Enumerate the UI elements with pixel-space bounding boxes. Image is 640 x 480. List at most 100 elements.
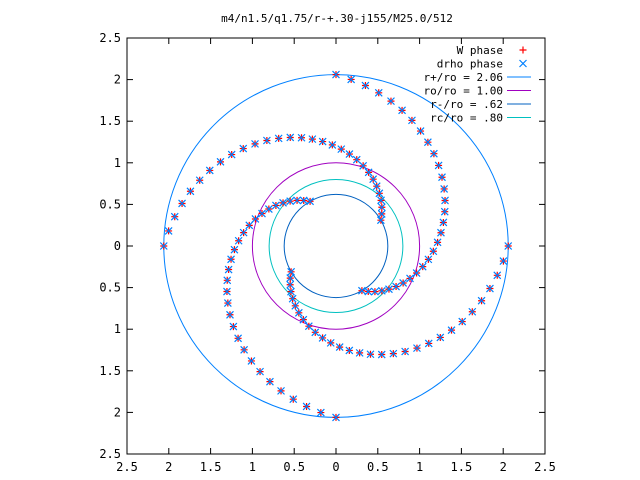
- drho-phase-point: [234, 334, 243, 343]
- drho-phase-point: [286, 197, 295, 206]
- legend-label: drho phase: [437, 58, 503, 71]
- legend-label: r+/ro = 2.06: [424, 71, 503, 84]
- drho-phase-point: [371, 287, 379, 296]
- drho-phase-point: [239, 144, 248, 153]
- drho-phase-point: [424, 339, 433, 348]
- x-tick-label: 0: [332, 460, 339, 474]
- drho-phase-point: [178, 199, 186, 208]
- drho-phase-point: [387, 97, 395, 106]
- drho-phase-point: [227, 255, 235, 264]
- reference-circle: [251, 162, 421, 330]
- legend-label: r-/ro = .62: [430, 98, 503, 111]
- drho-phase-point: [289, 395, 298, 404]
- y-tick-label: 2.5: [99, 447, 121, 461]
- drho-phase-point: [239, 228, 248, 237]
- drho-phase-point: [440, 185, 449, 193]
- drho-phase-point: [352, 155, 361, 164]
- drho-phase-point: [355, 348, 364, 357]
- drho-phase-point: [223, 276, 232, 285]
- drho-phase-point: [372, 182, 381, 191]
- y-tick-label: 0.5: [99, 281, 121, 295]
- drho-phase-point: [347, 75, 356, 84]
- drho-phase-point: [240, 345, 249, 354]
- drho-phase-point: [377, 203, 386, 212]
- drho-phase-point: [195, 176, 204, 185]
- x-tick-label: 1: [249, 460, 256, 474]
- y-tick-label: 2.5: [99, 31, 121, 45]
- drho-phase-point: [286, 274, 295, 283]
- drho-phase-point: [364, 287, 373, 296]
- x-tick-label: 2: [165, 460, 172, 474]
- drho-phase-point: [318, 137, 327, 146]
- drho-phase-point: [277, 386, 285, 395]
- drho-phase-point: [304, 322, 313, 331]
- drho-phase-point: [416, 127, 425, 135]
- drho-phase-point: [332, 413, 340, 422]
- drho-phase-point: [441, 196, 449, 205]
- drho-phase-point: [345, 346, 354, 355]
- drho-phase-point: [216, 157, 225, 166]
- legend-label: ro/ro = 1.00: [424, 85, 503, 98]
- drho-phase-point: [230, 245, 239, 254]
- y-tick-label: 1: [114, 322, 121, 336]
- drho-phase-point: [399, 279, 408, 287]
- drho-phase-point: [458, 317, 467, 326]
- drho-phase-point: [361, 81, 370, 90]
- x-tick-label: 0.5: [283, 460, 305, 474]
- drho-phase-point: [486, 284, 494, 293]
- y-tick-label: 1: [114, 156, 121, 170]
- drho-phase-point: [297, 133, 306, 142]
- drho-phase-point: [264, 205, 273, 213]
- drho-phase-point: [286, 133, 295, 142]
- drho-phase-point: [287, 267, 296, 276]
- drho-phase-point: [318, 334, 327, 342]
- drho-phase-point: [357, 286, 366, 295]
- drho-phase-point: [223, 287, 231, 296]
- drho-phase-point: [335, 343, 344, 352]
- drho-phase-point: [412, 269, 421, 277]
- y-tick-label: 0.5: [99, 197, 121, 211]
- drho-phase-point: [406, 274, 414, 283]
- drho-phase-point: [369, 175, 378, 184]
- drho-phase-point: [224, 265, 233, 274]
- drho-phase-point: [293, 196, 301, 205]
- drho-phase-point: [328, 140, 337, 149]
- drho-phase-point: [364, 168, 373, 177]
- drho-phase-point: [170, 212, 179, 221]
- drho-phase-point: [245, 221, 254, 230]
- drho-phase-point: [229, 322, 238, 331]
- drho-phase-point: [332, 70, 340, 79]
- drho-phase-point: [316, 408, 325, 417]
- drho-phase-point: [408, 116, 416, 125]
- drho-phase-point: [433, 238, 442, 247]
- drho-phase-point: [424, 255, 433, 264]
- drho-phase-point: [385, 285, 393, 294]
- drho-phase-point: [377, 350, 386, 359]
- reference-circle: [283, 193, 389, 299]
- legend-label: rc/ro = .80: [430, 112, 503, 125]
- drho-phase-point: [326, 338, 335, 347]
- drho-phase-point: [493, 271, 502, 280]
- drho-phase-point: [302, 402, 311, 411]
- y-tick-label: 2: [114, 73, 121, 87]
- drho-phase-point: [398, 106, 406, 115]
- drho-phase-point: [299, 315, 308, 324]
- drho-phase-point: [418, 262, 427, 271]
- drho-phase-point: [389, 349, 398, 358]
- y-tick-label: 2: [114, 405, 121, 419]
- drho-phase-point: [439, 218, 448, 227]
- drho-phase-point: [437, 228, 445, 237]
- x-tick-label: 1.5: [451, 460, 473, 474]
- x-tick-label: 2: [500, 460, 507, 474]
- reference-circle: [163, 74, 509, 418]
- x-tick-label: 2.5: [116, 460, 138, 474]
- y-tick-label: 1.5: [99, 114, 121, 128]
- drho-phase-point: [227, 150, 236, 159]
- drho-phase-point: [376, 216, 385, 225]
- drho-phase-point: [374, 88, 383, 97]
- drho-phase-point: [186, 187, 195, 196]
- drho-phase-point: [205, 166, 214, 175]
- x-tick-label: 1: [416, 460, 423, 474]
- drho-phase-point: [447, 326, 456, 335]
